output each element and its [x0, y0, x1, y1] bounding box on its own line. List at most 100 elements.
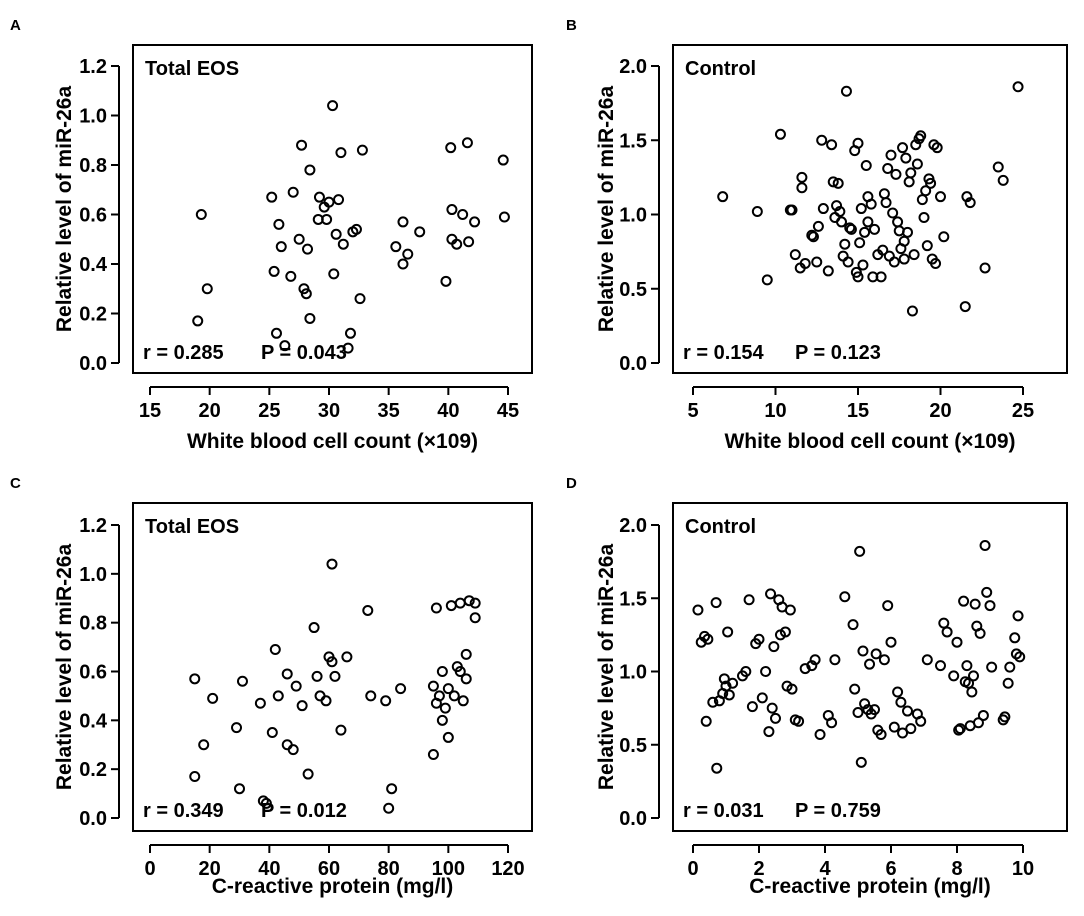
panel-d-data-point: [695, 636, 707, 648]
panel-d-data-point: [892, 686, 904, 698]
panel-a-data-point: [498, 211, 510, 223]
panel-a-y-tick-label: 0.2: [79, 304, 107, 326]
panel-a-data-point: [296, 139, 308, 151]
panel-d-x-tick-label: 0: [687, 858, 698, 880]
panel-b-data-point: [911, 158, 923, 170]
panel-b-data-point: [875, 271, 887, 283]
panel-a-data-point: [195, 209, 207, 220]
panel-b-data-point: [916, 194, 928, 206]
panel-b-plot-frame: [672, 44, 1068, 374]
panel-b-letter: B: [566, 17, 577, 34]
panel-d-data-point: [722, 626, 734, 638]
panel-c-data-point: [445, 600, 457, 612]
panel-b-data-point: [761, 274, 773, 286]
panel-b-data-point: [845, 223, 857, 235]
panel-a-data-point: [342, 342, 354, 354]
panel-d-data-point: [895, 696, 907, 708]
panel-d-y-tick-label: 2.0: [619, 515, 647, 537]
panel-a-p-value: P = 0.043: [261, 342, 347, 364]
panel-d-data-point: [969, 598, 981, 610]
panel-b-data-point: [806, 229, 818, 241]
panel-b-data-point: [905, 167, 917, 179]
panel-d-data-point: [723, 689, 735, 701]
panel-b-y-tick-label: 1.0: [619, 205, 647, 227]
panel-b-data-point: [902, 226, 913, 238]
panel-b-data-point: [964, 197, 976, 209]
panel-a-data-point: [457, 209, 469, 220]
panel-c-y-axis-title: Relative level of miR-26a: [53, 544, 76, 791]
panel-c-data-point: [269, 644, 281, 656]
panel-b-data-point: [852, 137, 864, 149]
panel-b-data-point: [892, 216, 904, 228]
panel-b-data-point: [898, 253, 910, 265]
panel-c-p-value: P = 0.012: [261, 800, 347, 822]
panel-d-data-point: [869, 704, 880, 716]
panel-c-data-point: [442, 683, 454, 695]
panel-d-data-point: [1002, 677, 1014, 689]
panel-c-y-tick-label: 0.8: [79, 613, 107, 635]
panel-b-data-point: [822, 265, 834, 277]
panel-d-data-point: [961, 660, 973, 672]
panel-c-data-point: [460, 648, 472, 660]
panel-d-data-point: [897, 727, 909, 739]
panel-a-data-point: [356, 144, 368, 156]
panel-d-data-point: [1012, 610, 1024, 622]
panel-a-data-point: [350, 223, 362, 235]
panel-a-data-point: [300, 288, 312, 300]
panel-d-data-point: [692, 604, 704, 616]
panel-d-y-tick-label: 0.0: [619, 808, 647, 830]
panel-c-x-tick-label: 60: [318, 858, 340, 880]
panel-a-data-point: [302, 243, 314, 255]
panel-d-data-point: [814, 728, 826, 740]
panel-d-data-point: [902, 705, 913, 717]
panel-a-x-tick-label: 40: [437, 400, 459, 422]
panel-b-data-point: [885, 149, 897, 161]
panel-d-data-point: [878, 654, 890, 666]
panel-b-data-point: [903, 176, 915, 188]
panel-c-r-value: r = 0.349: [143, 800, 224, 822]
panel-a-group-label: Total EOS: [145, 58, 239, 80]
panel-c-data-point: [236, 675, 248, 687]
panel-b-data-point: [887, 207, 899, 219]
panel-b-data-point: [832, 177, 844, 189]
panel-d-data-point: [864, 658, 876, 670]
panel-c-group-label: Total EOS: [145, 516, 239, 538]
panel-d-data-point: [702, 633, 714, 645]
panel-c-data-point: [198, 739, 210, 751]
panel-a-data-point: [313, 191, 325, 203]
panel-c-data-point: [272, 690, 284, 702]
panel-c-data-point: [290, 680, 302, 692]
panel-a-data-point: [461, 137, 473, 149]
panel-d-x-axis-title: C-reactive protein (mg/l): [749, 875, 991, 898]
panel-c-data-point: [234, 783, 245, 795]
panel-b-r-value: r = 0.154: [683, 342, 765, 364]
panel-c-data-point: [311, 670, 323, 682]
panel-d-data-point: [711, 762, 723, 774]
panel-c-data-point: [326, 558, 338, 570]
panel-b-data-point: [844, 222, 856, 234]
panel-b-data-point: [880, 197, 892, 209]
panel-b-data-point: [925, 177, 937, 189]
panel-d-data-point: [743, 594, 755, 606]
panel-c-data-point: [469, 597, 481, 609]
panel-c-data-point: [260, 797, 272, 809]
panel-c-data-point: [436, 666, 448, 677]
panel-d-data-point: [718, 673, 730, 685]
panel-d-data-point: [958, 595, 970, 607]
panel-d-y-axis-title: Relative level of miR-26a: [595, 544, 618, 791]
panel-d-group-label: Control: [685, 516, 756, 538]
panel-d-p-value: P = 0.759: [795, 800, 881, 822]
panel-b-x-tick-label: 20: [929, 400, 951, 422]
panel-d-data-point: [806, 660, 818, 672]
panel-c-data-point: [386, 783, 398, 795]
panel-b-data-point: [888, 256, 900, 268]
panel-d-data-point: [986, 661, 998, 673]
panel-b-data-point: [842, 256, 854, 268]
panel-d-data-point: [849, 683, 861, 695]
panel-d-data-point: [948, 670, 960, 682]
panel-a-y-tick-label: 1.0: [79, 106, 107, 128]
panel-b-y-tick-label: 2.0: [619, 56, 647, 78]
panel-a-data-point: [344, 327, 356, 339]
panel-c-data-point: [433, 690, 445, 702]
panel-d-r-value: r = 0.031: [683, 800, 764, 822]
